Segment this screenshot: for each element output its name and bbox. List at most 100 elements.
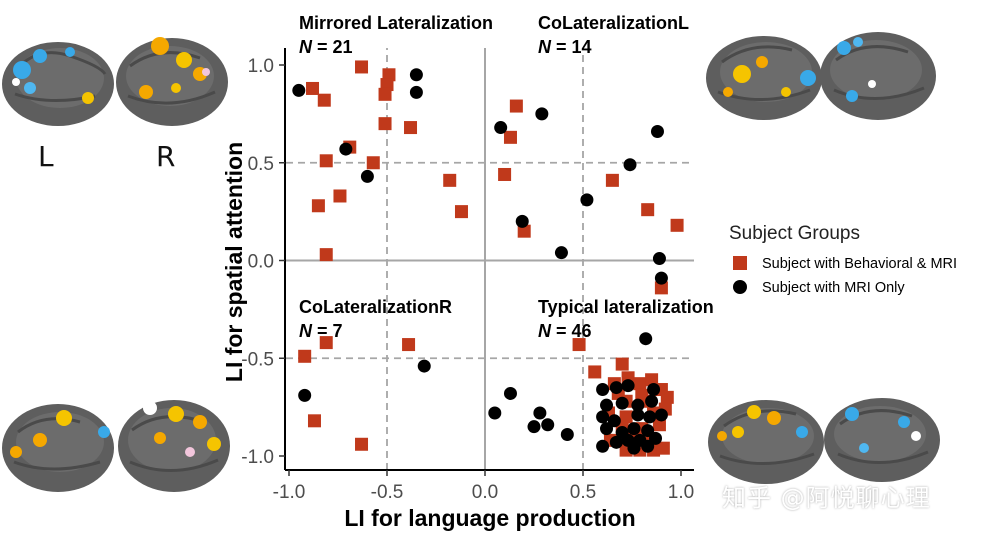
data-points <box>292 60 684 457</box>
point-mri-only-22 <box>639 332 653 346</box>
point-behavioral-mri-17 <box>503 130 517 144</box>
legend-circle-marker <box>733 280 747 294</box>
point-behavioral-mri-10 <box>366 156 380 170</box>
y-tick-label: 1.0 <box>248 56 274 77</box>
n-symbol: N <box>299 37 313 57</box>
point-mri-only-30 <box>645 394 659 408</box>
point-behavioral-mri-31 <box>615 357 629 371</box>
point-behavioral-mri-24 <box>298 349 312 363</box>
point-behavioral-mri-41 <box>660 390 674 404</box>
watermark: 知乎 @阿悦聊心理 <box>722 484 931 512</box>
point-mri-only-1 <box>409 68 423 82</box>
point-behavioral-mri-3 <box>382 68 396 82</box>
x-tick-label: 0.0 <box>472 482 498 503</box>
point-mri-only-33 <box>631 408 645 422</box>
point-behavioral-mri-55 <box>656 441 670 455</box>
point-mri-only-0 <box>292 83 306 97</box>
point-behavioral-mri-4 <box>380 78 394 92</box>
point-mri-only-24 <box>609 381 623 395</box>
point-mri-only-45 <box>627 441 641 455</box>
n-value: = 21 <box>312 37 353 57</box>
point-mri-only-11 <box>554 246 568 260</box>
n-value: = 7 <box>312 321 343 341</box>
n-symbol: N <box>538 37 552 57</box>
point-behavioral-mri-27 <box>355 437 369 451</box>
y-tick-label: 0.0 <box>248 252 274 273</box>
quadrant-title-colateralization-r: CoLateralizationR <box>299 297 452 317</box>
point-mri-only-44 <box>609 435 623 449</box>
brain-bottom-right-pair <box>708 398 940 484</box>
quadrant-n-colateralization-r: N = 7 <box>299 321 343 341</box>
point-mri-only-5 <box>494 121 508 135</box>
hemisphere-label-right: R <box>156 140 176 173</box>
y-tick-label: -1.0 <box>241 447 274 468</box>
point-behavioral-mri-43 <box>619 410 633 424</box>
point-behavioral-mri-15 <box>319 248 333 262</box>
point-behavioral-mri-5 <box>378 87 392 101</box>
point-behavioral-mri-18 <box>498 167 512 181</box>
n-symbol: N <box>538 321 552 341</box>
point-behavioral-mri-21 <box>641 203 655 217</box>
point-mri-only-28 <box>615 396 629 410</box>
point-mri-only-20 <box>541 418 555 432</box>
point-behavioral-mri-25 <box>319 336 333 350</box>
point-mri-only-34 <box>643 410 657 424</box>
point-mri-only-12 <box>652 252 666 266</box>
point-mri-only-31 <box>596 410 610 424</box>
point-behavioral-mri-48 <box>652 418 666 432</box>
point-mri-only-8 <box>623 158 637 172</box>
quadrant-title-typical: Typical lateralization <box>538 297 714 317</box>
point-mri-only-23 <box>596 383 610 397</box>
point-mri-only-26 <box>647 383 661 397</box>
x-tick-label: 1.0 <box>668 482 694 503</box>
point-behavioral-mri-35 <box>645 373 659 387</box>
point-behavioral-mri-12 <box>311 199 325 213</box>
point-mri-only-17 <box>503 386 517 400</box>
point-behavioral-mri-0 <box>355 60 369 74</box>
point-mri-only-6 <box>535 107 549 121</box>
quadrant-title-colateralization-l: CoLateralizationL <box>538 13 689 33</box>
brain-top-left-pair <box>2 37 228 126</box>
point-behavioral-mri-11 <box>333 189 347 203</box>
legend: Subject Groups Subject with Behavioral & … <box>729 223 957 296</box>
point-behavioral-mri-29 <box>572 338 586 352</box>
quadrant-n-typical: N = 46 <box>538 321 592 341</box>
point-behavioral-mri-7 <box>404 121 418 135</box>
point-behavioral-mri-14 <box>454 205 468 219</box>
point-behavioral-mri-6 <box>378 117 392 131</box>
point-mri-only-25 <box>621 379 635 393</box>
annotations: Mirrored Lateralization N = 21 CoLateraliz… <box>299 13 714 341</box>
point-behavioral-mri-23 <box>654 281 668 295</box>
point-mri-only-2 <box>409 85 423 99</box>
x-tick-label: -1.0 <box>273 482 306 503</box>
point-behavioral-mri-13 <box>443 173 457 187</box>
point-behavioral-mri-9 <box>319 154 333 168</box>
quadrant-n-colateralization-l: N = 14 <box>538 37 592 57</box>
legend-title: Subject Groups <box>729 223 860 244</box>
x-axis-label: LI for language production <box>344 505 635 531</box>
axes: -1.0 -0.5 0.0 0.5 1.0 -1.0 -0.5 0.0 0.5 1.0 LI for… <box>221 48 694 531</box>
point-mri-only-18 <box>533 406 547 420</box>
point-mri-only-36 <box>600 422 614 436</box>
x-tick-label: 0.5 <box>570 482 596 503</box>
point-mri-only-7 <box>650 124 664 138</box>
point-mri-only-43 <box>596 439 610 453</box>
legend-square-marker <box>733 256 747 270</box>
point-mri-only-15 <box>417 359 431 373</box>
quadrant-n-mirrored: N = 21 <box>299 37 353 57</box>
point-mri-only-13 <box>654 271 668 285</box>
point-behavioral-mri-34 <box>633 377 647 391</box>
point-behavioral-mri-22 <box>670 218 684 232</box>
point-behavioral-mri-19 <box>517 224 531 238</box>
point-behavioral-mri-1 <box>306 81 320 95</box>
x-tick-label: -0.5 <box>371 482 404 503</box>
point-mri-only-16 <box>488 406 502 420</box>
brain-top-right-pair <box>706 32 936 120</box>
point-mri-only-27 <box>600 398 614 412</box>
point-behavioral-mri-2 <box>317 93 331 107</box>
point-mri-only-29 <box>631 398 645 412</box>
legend-entry-label: Subject with Behavioral & MRI <box>762 256 957 272</box>
point-mri-only-46 <box>641 439 655 453</box>
